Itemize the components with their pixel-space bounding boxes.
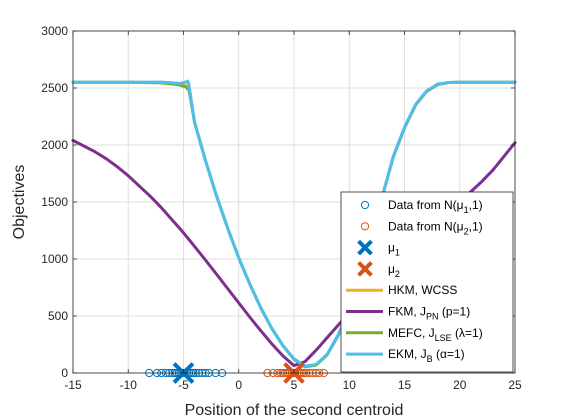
x-tick-label: 20 bbox=[453, 378, 467, 392]
y-axis-title: Objectives bbox=[11, 165, 28, 240]
y-tick-label: 2000 bbox=[41, 138, 68, 152]
legend-label-marker-0: μ1 bbox=[388, 241, 400, 258]
y-tick-label: 3000 bbox=[41, 24, 68, 38]
legend-label-marker-1: μ2 bbox=[388, 262, 400, 279]
y-tick-label: 500 bbox=[48, 309, 68, 323]
legend-box bbox=[340, 191, 514, 373]
x-tick-label: 0 bbox=[235, 378, 242, 392]
y-tick-label: 1000 bbox=[41, 252, 68, 266]
x-tick-label: -5 bbox=[178, 378, 189, 392]
legend-symbol-marker-0 bbox=[357, 239, 373, 256]
x-tick-label: 25 bbox=[508, 378, 522, 392]
x-tick-label: 5 bbox=[291, 378, 298, 392]
legend-symbol-marker-1 bbox=[357, 261, 373, 277]
x-tick-label: -15 bbox=[64, 378, 82, 392]
legend-symbol-scatter-1 bbox=[360, 222, 370, 231]
legend-label-line-1: FKM, JPN (p=1) bbox=[388, 305, 470, 322]
legend-label-scatter-1: Data from N(μ2,1) bbox=[388, 219, 483, 236]
x-tick-label: 10 bbox=[343, 378, 357, 392]
x-axis-title: Position of the second centroid bbox=[185, 402, 404, 419]
x-tick-label: 15 bbox=[398, 378, 412, 392]
legend-label-line-0: HKM, WCSS bbox=[388, 283, 457, 297]
y-tick-label: 1500 bbox=[41, 195, 68, 209]
y-tick-label: 2500 bbox=[41, 81, 68, 95]
legend-label-line-3: EKM, JB (α=1) bbox=[388, 347, 465, 364]
legend-label-line-2: MEFC, JLSE (λ=1) bbox=[388, 326, 483, 343]
x-tick-label: -10 bbox=[120, 378, 138, 392]
series-line-3 bbox=[71, 79, 517, 368]
legend: Data from N(μ1,1) Data from N(μ2,1) μ1 μ2 HK… bbox=[340, 191, 514, 373]
y-tick-label: 0 bbox=[61, 366, 68, 380]
legend-label-scatter-0: Data from N(μ1,1) bbox=[388, 198, 483, 215]
legend-symbol-scatter-0 bbox=[360, 200, 370, 210]
